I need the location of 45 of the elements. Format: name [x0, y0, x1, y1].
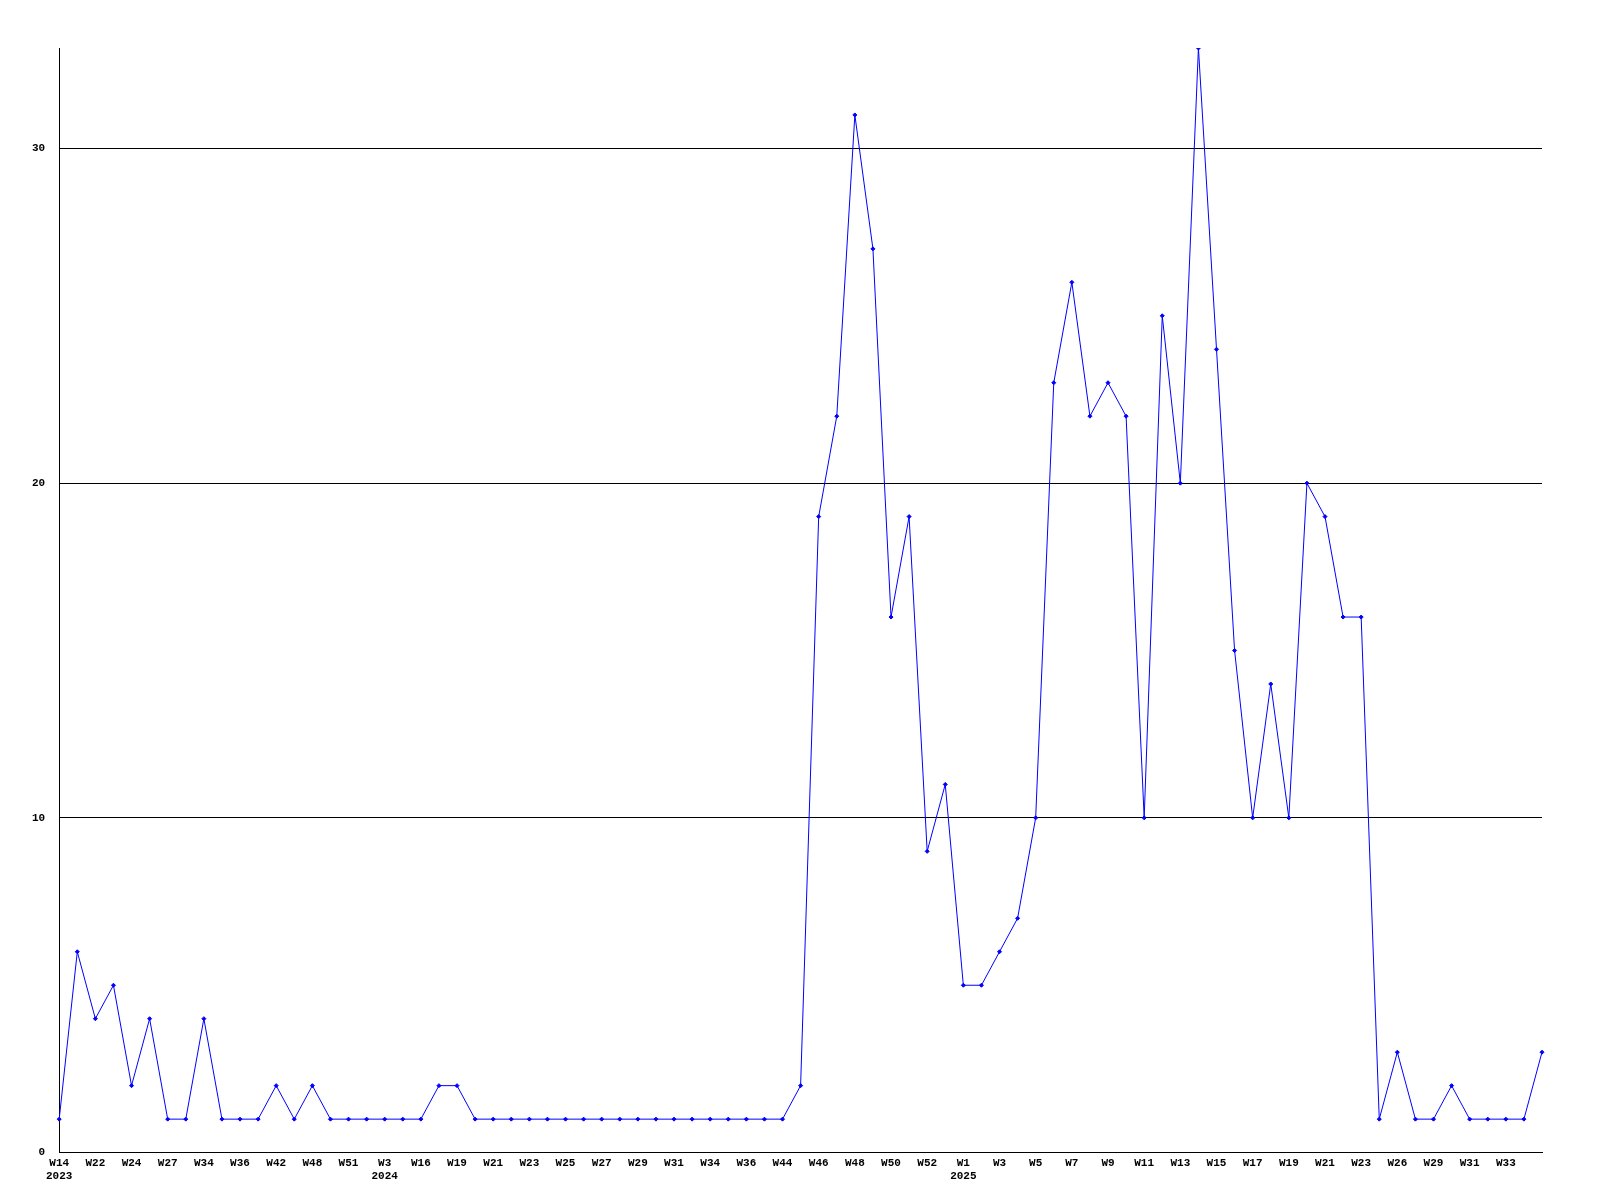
x-tick-label: W7 [1065, 1156, 1079, 1169]
x-tick-label: W3 [992, 1156, 1007, 1169]
x-tick-label: W29 [627, 1156, 648, 1169]
y-tick-label: 0 [38, 1146, 46, 1159]
x-tick-label: W25 [555, 1156, 576, 1169]
x-tick-label: W21 [1315, 1156, 1336, 1169]
x-tick-label: W50 [881, 1156, 901, 1169]
x-tick-label: W23 [519, 1156, 540, 1169]
y-tick-label: 10 [32, 811, 46, 824]
x-tick-label: W31 [664, 1156, 685, 1169]
x-tick-label: W46 [808, 1156, 829, 1169]
y-tick-label: 30 [32, 142, 46, 155]
x-tick-label: W14 2023 [46, 1156, 73, 1183]
x-tick-label: W27 [157, 1156, 178, 1169]
y-tick-label: 20 [32, 476, 46, 489]
x-tick-label: W27 [591, 1156, 612, 1169]
x-tick-label: W48 [844, 1156, 866, 1169]
x-tick-label: W17 [1242, 1156, 1263, 1169]
x-tick-label: W31 [1459, 1156, 1480, 1169]
x-tick-label: W22 [85, 1156, 106, 1169]
x-tick-label: W48 [302, 1156, 323, 1169]
x-tick-label: W34 [700, 1156, 721, 1169]
x-tick-label: W19 [1278, 1156, 1299, 1169]
x-tick-label: W21 [483, 1156, 504, 1169]
x-tick-label: W3 2024 [371, 1156, 399, 1183]
x-tick-label: W5 [1029, 1156, 1043, 1169]
x-tick-label: W52 [917, 1156, 938, 1169]
x-tick-label: W51 [338, 1156, 359, 1169]
x-tick-label: W16 [410, 1156, 431, 1169]
x-tick-label: W19 [447, 1156, 467, 1169]
x-tick-label: W33 [1495, 1156, 1517, 1169]
x-tick-label: W29 [1423, 1156, 1444, 1169]
x-tick-label: W42 [266, 1156, 287, 1169]
x-tick-label: W23 [1351, 1156, 1372, 1169]
x-tick-label: W26 [1387, 1156, 1408, 1169]
x-tick-label: W36 [736, 1156, 757, 1169]
x-tick-label: W11 [1134, 1156, 1155, 1169]
x-tick-label: W9 [1101, 1156, 1115, 1169]
x-tick-label: W1 2025 [950, 1156, 977, 1183]
x-tick-label: W36 [230, 1156, 250, 1169]
x-tick-label: W34 [193, 1156, 215, 1169]
x-tick-label: W24 [121, 1156, 142, 1169]
x-tick-label: W15 [1206, 1156, 1227, 1169]
x-tick-label: W44 [772, 1156, 793, 1169]
x-tick-label: W13 [1170, 1156, 1191, 1169]
